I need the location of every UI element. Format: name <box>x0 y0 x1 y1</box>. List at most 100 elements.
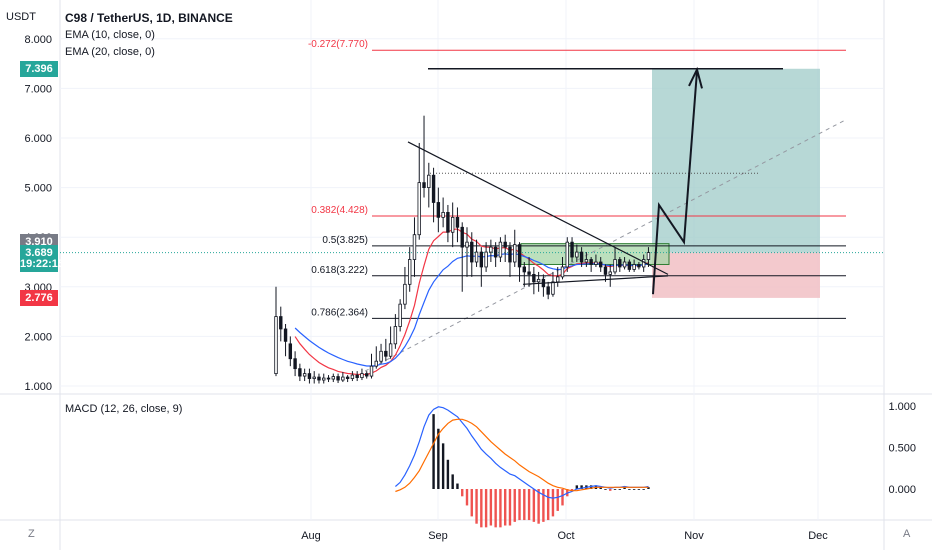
drawings-over <box>407 66 783 295</box>
macd-histogram-bar <box>637 489 641 490</box>
candle-body <box>618 259 622 268</box>
macd-histogram-bar <box>451 474 454 489</box>
candle <box>589 257 593 272</box>
candle <box>369 353 374 379</box>
candle-body <box>632 264 636 270</box>
candle <box>398 299 402 332</box>
candle-body <box>594 261 598 265</box>
candle-body <box>360 373 364 378</box>
unit-label: USDT <box>6 11 36 23</box>
ema20-legend[interactable]: EMA (20, close, 0) <box>65 46 155 58</box>
candle <box>522 262 526 287</box>
candle-body <box>283 328 288 342</box>
candle-body <box>622 261 627 268</box>
macd-histogram-bar <box>580 485 583 489</box>
candle-body <box>546 286 550 295</box>
candle-body <box>403 283 407 305</box>
macd-histogram-bar <box>494 489 497 528</box>
macd-histogram-bar <box>470 489 473 517</box>
macd-histogram-bar <box>642 489 645 490</box>
candle <box>498 237 503 262</box>
candle-body <box>484 251 488 268</box>
candle <box>336 373 340 384</box>
price-tick-label: 2.000 <box>24 331 52 343</box>
candle <box>317 373 321 384</box>
macd-layer <box>395 406 650 528</box>
candle-body <box>365 373 369 377</box>
candle <box>279 306 283 342</box>
symbol-title[interactable]: C98 / TetherUS, 1D, BINANCE <box>65 11 233 25</box>
candle <box>379 343 383 364</box>
candle-body <box>570 241 574 258</box>
auto-scale-toggle[interactable]: A <box>903 528 911 540</box>
candle-body <box>579 251 584 263</box>
macd-histogram-bar <box>489 489 493 526</box>
timezone-toggle[interactable]: Z <box>28 528 35 540</box>
fib-label: 0.618(3.222) <box>311 265 368 276</box>
candle-body <box>417 182 421 236</box>
candle-body <box>450 216 455 233</box>
candle <box>274 286 278 377</box>
candle <box>503 234 507 262</box>
candle-body <box>307 373 312 379</box>
candle-body <box>441 211 445 218</box>
macd-histogram-bar <box>523 489 526 521</box>
candle-body <box>599 261 603 268</box>
time-tick-label: Sep <box>428 530 448 542</box>
candle <box>474 239 479 267</box>
candle <box>632 259 636 272</box>
candle <box>618 257 622 272</box>
candle <box>293 351 297 377</box>
macd-histogram-bar <box>465 489 469 506</box>
candle <box>484 242 488 272</box>
signal-line <box>395 418 649 493</box>
macd-histogram-bar <box>499 489 502 528</box>
candle <box>374 346 378 369</box>
fib-label: 0.786(2.364) <box>311 307 368 318</box>
candle <box>412 217 417 277</box>
candle <box>627 259 632 272</box>
time-axis: Aug Sep Oct Nov Dec <box>301 530 828 542</box>
candle-body <box>427 174 431 188</box>
time-tick-label: Aug <box>301 530 321 542</box>
candle-body <box>560 266 565 278</box>
time-tick-label: Nov <box>684 530 704 542</box>
macd-histogram-bar <box>437 428 440 489</box>
candle <box>508 242 512 277</box>
macd-histogram-bar <box>456 483 459 489</box>
candle <box>307 368 312 384</box>
candle-body <box>584 259 589 263</box>
candle-body <box>326 377 331 380</box>
macd-histogram-bar <box>532 489 536 522</box>
candle <box>560 257 565 280</box>
candle <box>527 257 531 287</box>
macd-histogram-bar <box>623 487 626 489</box>
macd-histogram-bar <box>484 489 488 528</box>
candle-body <box>465 241 469 248</box>
macd-histogram-bar <box>561 489 564 506</box>
candle-body <box>431 174 436 203</box>
candle-body <box>369 365 374 377</box>
macd-legend[interactable]: MACD (12, 26, close, 9) <box>65 403 183 415</box>
fib-label: -0.272(7.770) <box>308 39 368 50</box>
candle <box>479 247 484 287</box>
support-line <box>522 275 669 285</box>
candle-body <box>279 316 283 330</box>
price-tag: 2.776 <box>20 289 58 306</box>
candle-body <box>288 343 293 360</box>
macd-histogram-bar <box>518 489 521 521</box>
macd-histogram-bar <box>599 487 602 489</box>
candle-body <box>479 251 484 268</box>
candles <box>274 115 651 384</box>
candle-body <box>498 241 503 258</box>
candle <box>365 371 369 379</box>
macd-tick-label: 1.000 <box>888 401 916 413</box>
ema10-legend[interactable]: EMA (10, close, 0) <box>65 29 155 41</box>
time-tick-label: Dec <box>808 530 828 542</box>
time-tick-label: Oct <box>557 530 574 542</box>
projection-arrowhead <box>688 66 703 89</box>
candle <box>441 197 445 228</box>
macd-histogram-bar <box>508 489 512 526</box>
candle <box>341 372 345 383</box>
